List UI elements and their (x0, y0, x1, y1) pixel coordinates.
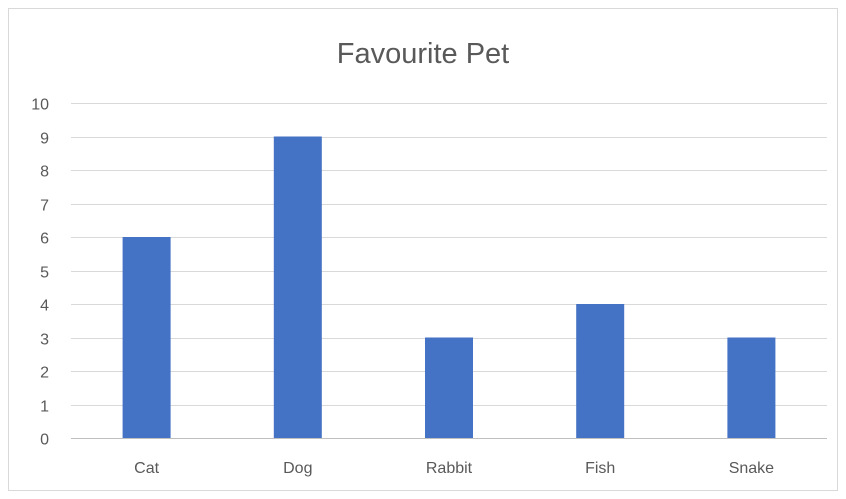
bars (122, 136, 776, 438)
x-tick-label-cat: Cat (134, 460, 159, 477)
bar-dog (273, 136, 322, 438)
y-tick-label: 4 (40, 298, 49, 315)
bar-rabbit (425, 337, 473, 438)
x-tick-label-snake: Snake (729, 460, 774, 477)
y-tick-label: 3 (40, 332, 49, 349)
y-tick-label: 2 (40, 365, 49, 382)
x-tick-label-fish: Fish (585, 460, 615, 477)
y-tick-label: 8 (40, 164, 49, 181)
bar-chart: Favourite Pet 0 1 2 3 4 5 6 7 8 9 10 Cat Dog Rabbit F… (31, 38, 827, 477)
y-tick-label: 10 (31, 97, 49, 114)
x-tick-label-rabbit: Rabbit (426, 460, 473, 477)
x-tick-label-dog: Dog (283, 460, 312, 477)
chart-area: Favourite Pet 0 1 2 3 4 5 6 7 8 9 10 Cat Dog Rabbit F… (8, 8, 838, 491)
y-tick-label: 5 (40, 265, 49, 282)
y-tick-label: 9 (40, 131, 49, 148)
chart-title: Favourite Pet (337, 38, 509, 70)
y-tick-label: 0 (40, 432, 49, 449)
y-axis-tick-labels: 0 1 2 3 4 5 6 7 8 9 10 (31, 97, 49, 449)
bar-snake (727, 337, 776, 438)
bar-fish (576, 304, 625, 438)
y-tick-label: 6 (40, 231, 49, 248)
x-axis-tick-labels: Cat Dog Rabbit Fish Snake (134, 460, 774, 477)
y-tick-label: 7 (40, 198, 49, 215)
bar-cat (122, 237, 171, 438)
y-tick-label: 1 (40, 399, 49, 416)
gridlines (71, 103, 827, 439)
